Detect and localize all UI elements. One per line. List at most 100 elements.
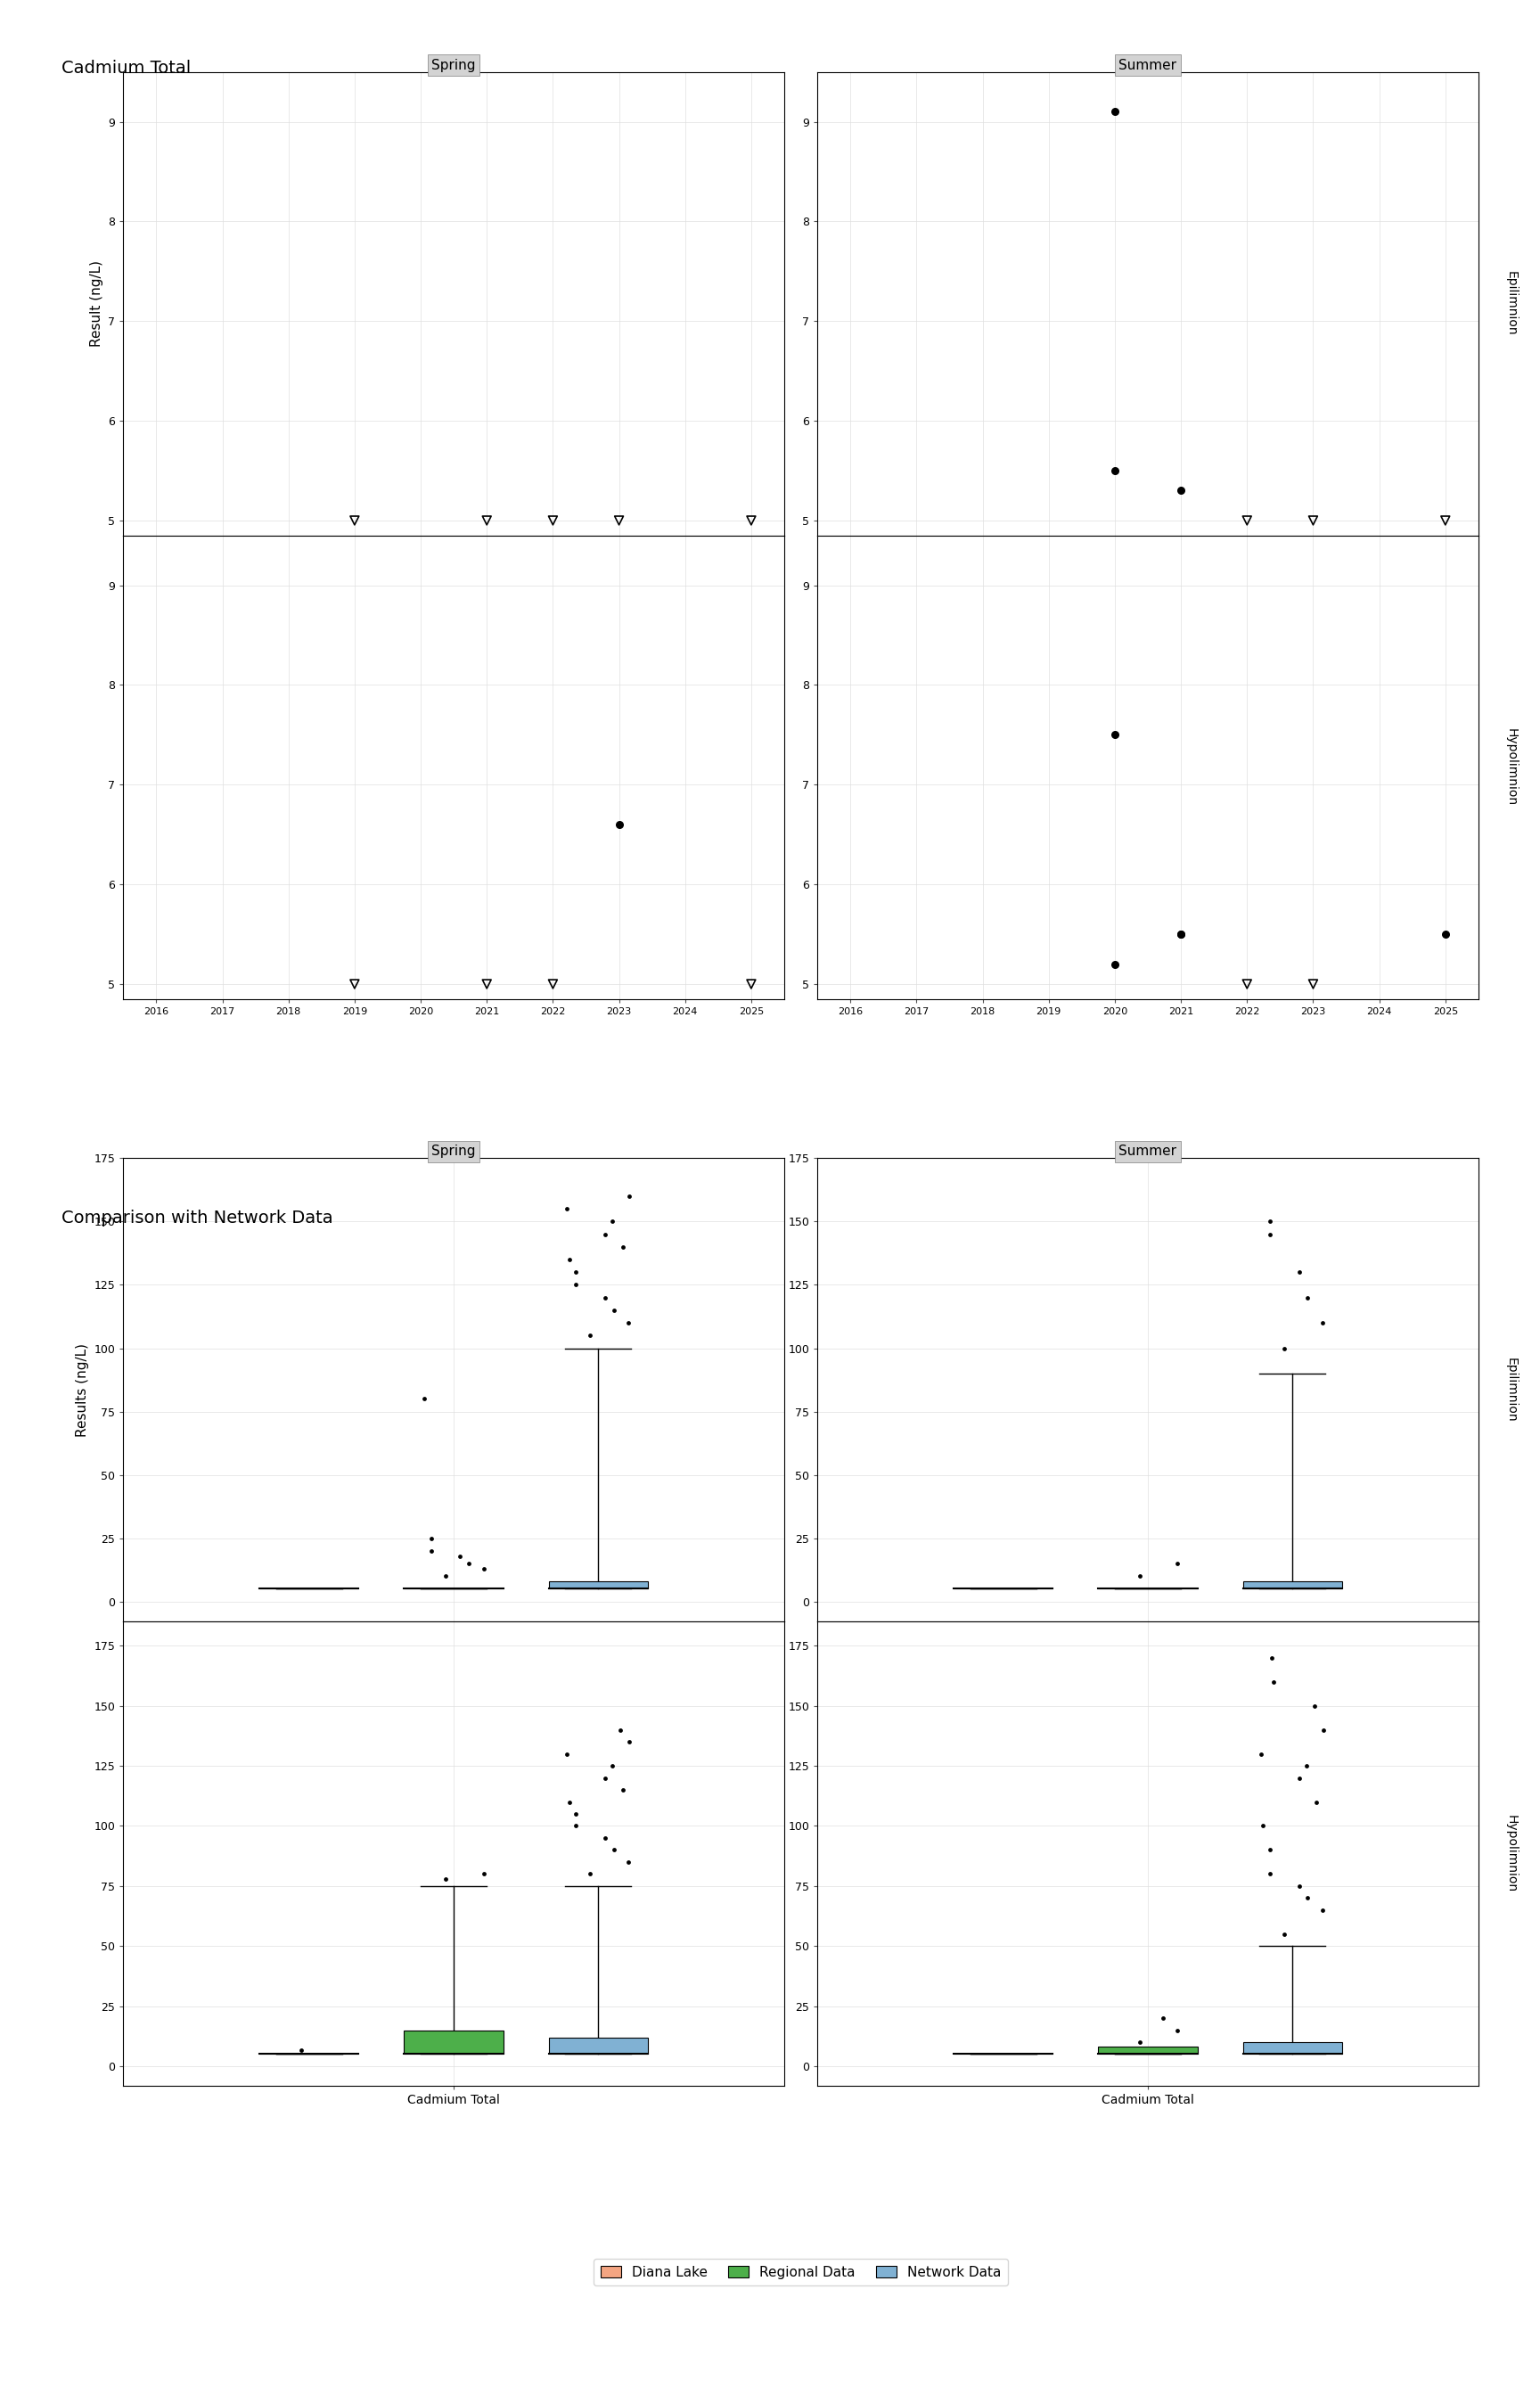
Y-axis label: Result (ng/L): Result (ng/L) (89, 261, 103, 347)
Legend: Diana Lake, Regional Data, Network Data: Diana Lake, Regional Data, Network Data (594, 2259, 1007, 2286)
Point (1166, 2010, 1190, 2049)
Point (433, 1859, 457, 1898)
Point (1258, 1831, 1283, 1869)
Point (1311, 1303, 1335, 1342)
Point (599, 1747, 624, 1785)
FancyBboxPatch shape (1243, 2041, 1341, 2053)
Point (1272, 1330, 1297, 1368)
Point (601, 1291, 625, 1330)
Point (1434, 501, 1458, 539)
FancyBboxPatch shape (403, 2029, 504, 2053)
Title: Summer: Summer (1120, 1145, 1177, 1157)
Point (1249, 1735, 1274, 1773)
Point (608, 1711, 633, 1749)
Text: Hypolimnion: Hypolimnion (1505, 1814, 1517, 1893)
Point (1287, 1759, 1312, 1797)
Point (607, 501, 631, 539)
Point (739, 966, 764, 1004)
Point (564, 1795, 588, 1833)
Point (1166, 1545, 1190, 1584)
Point (1103, 716, 1127, 755)
Point (1127, 2022, 1152, 2061)
Title: Spring: Spring (431, 1145, 476, 1157)
Point (739, 501, 764, 539)
Point (593, 1759, 618, 1797)
Point (474, 966, 499, 1004)
Point (288, 2032, 313, 2070)
Text: Epilimnion: Epilimnion (1505, 1359, 1517, 1423)
Point (1272, 1914, 1297, 1953)
Point (1258, 1203, 1283, 1241)
Point (557, 1241, 582, 1279)
Point (1169, 915, 1193, 954)
Point (578, 1855, 602, 1893)
Point (554, 1191, 579, 1229)
Point (1103, 450, 1127, 489)
Point (342, 966, 367, 1004)
Point (1150, 1998, 1175, 2037)
Point (1258, 1855, 1283, 1893)
Point (564, 1807, 588, 1845)
Point (616, 1303, 641, 1342)
Point (413, 1380, 437, 1418)
Point (1169, 915, 1193, 954)
Point (1303, 1687, 1327, 1725)
Text: Epilimnion: Epilimnion (1505, 271, 1517, 335)
Point (1258, 1215, 1283, 1253)
Point (1287, 1866, 1312, 1905)
Point (433, 1557, 457, 1596)
Point (419, 1531, 444, 1569)
Point (471, 1550, 496, 1589)
Point (448, 1536, 473, 1574)
Point (541, 966, 565, 1004)
Point (1287, 1253, 1312, 1291)
Point (1311, 1890, 1335, 1929)
Point (564, 1265, 588, 1303)
Point (601, 1831, 625, 1869)
Point (1301, 966, 1326, 1004)
FancyBboxPatch shape (1243, 1581, 1341, 1589)
Point (541, 501, 565, 539)
Point (457, 1545, 482, 1584)
Text: Comparison with Network Data: Comparison with Network Data (62, 1210, 333, 1227)
Point (1235, 501, 1260, 539)
Point (1434, 915, 1458, 954)
Point (419, 1519, 444, 1557)
Point (616, 1843, 641, 1881)
Point (578, 1315, 602, 1354)
Point (610, 1771, 634, 1809)
Point (593, 1279, 618, 1318)
Point (1103, 93, 1127, 132)
Point (342, 501, 367, 539)
Title: Spring: Spring (431, 58, 476, 72)
Point (1261, 1663, 1286, 1701)
Point (618, 1176, 642, 1215)
FancyBboxPatch shape (1098, 2046, 1198, 2053)
Point (1103, 944, 1127, 982)
Point (1235, 966, 1260, 1004)
Point (471, 1855, 496, 1893)
Point (557, 1783, 582, 1821)
Point (554, 1735, 579, 1773)
Point (1295, 1279, 1320, 1318)
Point (1295, 1878, 1320, 1917)
Point (1127, 1557, 1152, 1596)
Point (1250, 1807, 1275, 1845)
Point (1260, 1639, 1284, 1677)
FancyBboxPatch shape (548, 2037, 648, 2053)
Point (593, 1819, 618, 1857)
Point (607, 805, 631, 843)
Y-axis label: Results (ng/L): Results (ng/L) (75, 1344, 89, 1438)
Point (1311, 1711, 1335, 1749)
Point (1304, 1783, 1329, 1821)
Point (1169, 472, 1193, 510)
Text: Hypolimnion: Hypolimnion (1505, 728, 1517, 805)
Point (610, 1227, 634, 1265)
Title: Summer: Summer (1120, 58, 1177, 72)
FancyBboxPatch shape (548, 1581, 648, 1589)
Point (1301, 501, 1326, 539)
Text: Cadmium Total: Cadmium Total (62, 60, 191, 77)
Point (599, 1203, 624, 1241)
Point (564, 1253, 588, 1291)
Point (593, 1215, 618, 1253)
